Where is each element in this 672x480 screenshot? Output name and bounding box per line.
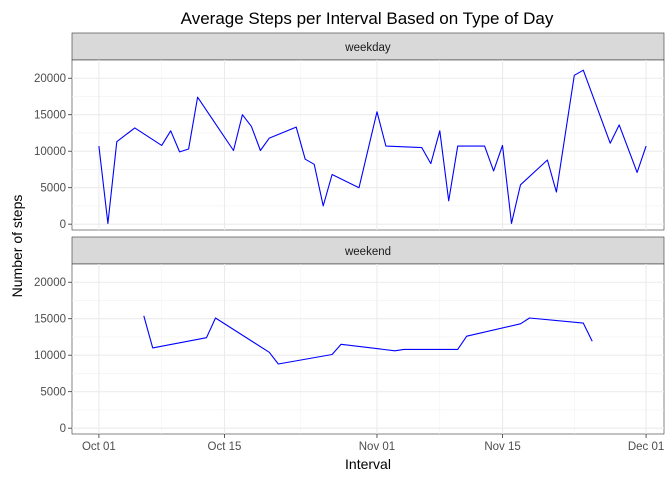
plot-area-weekday [71,59,665,231]
plot-area-weekend [71,263,665,435]
strip-label-weekend: weekend [344,246,391,258]
x-tick-label: Oct 01 [82,441,116,453]
series-weekend [143,315,593,365]
x-tick-label: Nov 01 [359,441,395,453]
y-tick-label: 10000 [34,146,66,158]
y-tick-label: 15000 [34,110,66,122]
series-line-weekend [143,315,593,365]
x-axis: Oct 01 Oct 15 Nov 01 Nov 15 Dec 01 [82,434,664,453]
y-tick-label: 10000 [34,350,66,362]
strip-weekend [71,236,665,265]
series-weekday [98,69,647,224]
gridlines-weekday [72,60,664,230]
x-tick-label: Dec 01 [628,441,664,453]
y-axis-weekday: 0 5000 10000 15000 20000 [34,73,72,231]
x-tick-label: Nov 15 [484,441,520,453]
y-tick-label: 5000 [40,387,66,399]
y-tick-label: 15000 [34,314,66,326]
gridlines-weekend [72,264,664,434]
panel-weekend: weekend 0 5000 10000 15000 20000 [34,236,665,435]
strip-weekday [71,32,665,61]
x-tick-label: Oct 15 [208,441,242,453]
strip-label-weekday: weekday [344,42,391,54]
y-tick-label: 0 [60,423,66,435]
y-axis-weekend: 0 5000 10000 15000 20000 [34,277,72,435]
x-axis-title: Interval [345,456,391,472]
y-tick-label: 20000 [34,277,66,289]
panel-weekday: weekday 0 5000 10000 15000 20000 [34,32,665,231]
y-tick-label: 5000 [40,183,66,195]
y-tick-label: 0 [60,219,66,231]
chart-title: Average Steps per Interval Based on Type… [181,9,554,28]
y-axis-title: Number of steps [9,195,25,298]
y-tick-label: 20000 [34,73,66,85]
series-line-weekday [98,69,647,224]
